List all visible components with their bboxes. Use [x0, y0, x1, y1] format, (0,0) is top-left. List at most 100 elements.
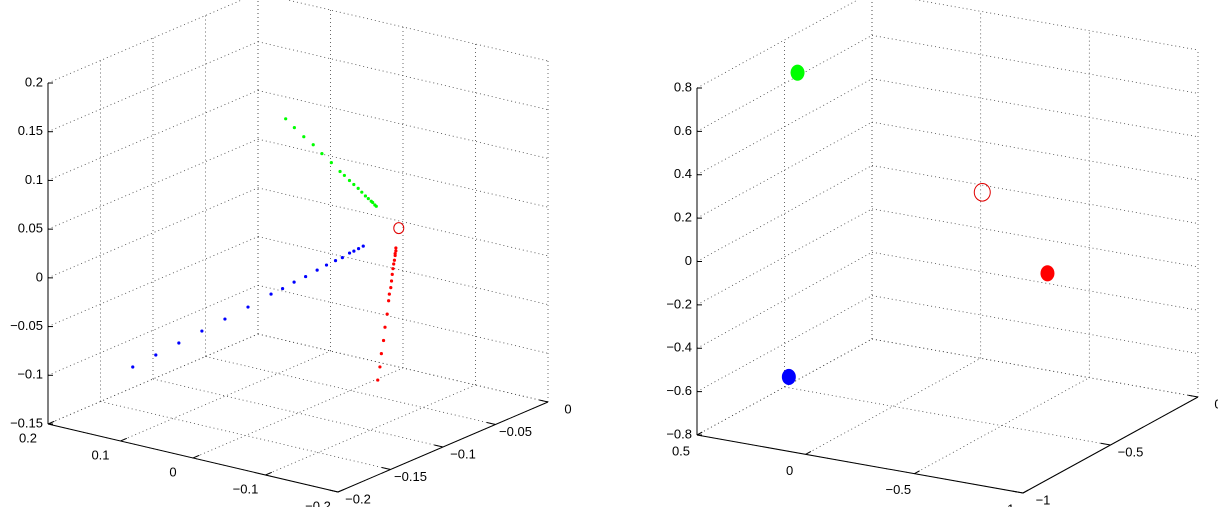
data-point	[374, 204, 378, 208]
gridline	[871, 208, 1199, 268]
data-point	[329, 161, 333, 165]
open-circle-marker	[973, 182, 991, 202]
gridline	[257, 236, 549, 305]
z-tick-label: 0.4	[674, 166, 692, 181]
x-tick-label: 0.2	[19, 430, 37, 445]
data-point	[340, 256, 344, 260]
data-point	[320, 152, 324, 156]
data-point	[391, 267, 395, 271]
data-point	[390, 272, 394, 276]
gridline	[696, 35, 873, 132]
y-tick-label: −0.1	[450, 446, 476, 461]
x-tick	[120, 437, 127, 442]
data-point	[387, 292, 391, 296]
data-point	[387, 299, 391, 303]
data-point	[389, 279, 394, 283]
z-tick-label: 0	[36, 269, 43, 284]
gridline	[205, 356, 496, 425]
data-point	[352, 249, 356, 253]
y-tick	[329, 489, 339, 493]
data-point	[352, 182, 356, 187]
data-point	[381, 338, 386, 343]
x-tick	[914, 470, 920, 475]
z-tick-label: −0.6	[666, 383, 692, 398]
data-point	[383, 325, 387, 329]
x-tick-label: 0	[786, 463, 793, 478]
gridline	[871, 338, 1199, 398]
left-3d-scatter-plot: −0.15 −0.1 −0.05 0 0.05 0.1 0.15 0.2 0.2 0.1 0 −0.1…	[10, 0, 572, 507]
x-axis-line	[696, 434, 1024, 494]
gridline	[871, 34, 1199, 94]
y-tick	[381, 466, 391, 470]
x-tick	[265, 471, 272, 476]
x-tick-label: 0	[169, 464, 176, 479]
gridline	[257, 138, 549, 208]
data-point	[393, 251, 397, 256]
gridline	[152, 378, 444, 448]
z-tick-label: −0.4	[666, 340, 692, 355]
z-tick-label: 0.05	[18, 221, 43, 236]
open-circle-marker	[393, 222, 405, 235]
gridline	[257, 333, 549, 403]
x-tick	[337, 488, 345, 493]
gridline	[47, 187, 259, 279]
data-point	[389, 286, 393, 290]
x-tick	[192, 454, 200, 459]
gridline	[871, 165, 1199, 224]
z-tick-label: 0.2	[674, 210, 692, 225]
gridline	[257, 284, 549, 354]
z-tick-label: 0.6	[674, 123, 692, 138]
z-tick-label: −0.8	[666, 426, 692, 441]
data-point	[315, 268, 319, 272]
z-tick-label: −0.05	[10, 318, 43, 333]
x-tick-label: 0.5	[672, 443, 690, 458]
data-point	[246, 305, 250, 309]
data-point	[200, 329, 204, 333]
data-point	[790, 64, 805, 81]
data-point	[311, 143, 315, 147]
data-point	[363, 194, 368, 198]
y-tick-label: −0.15	[394, 469, 427, 484]
data-point	[347, 251, 352, 255]
x-tick-label: −1	[1000, 501, 1015, 507]
data-point	[394, 249, 398, 253]
z-tick-label: −0.1	[17, 367, 43, 382]
data-point	[394, 246, 398, 250]
data-point	[356, 186, 360, 191]
data-point	[376, 378, 380, 382]
y-tick-label: −0.05	[499, 424, 532, 439]
x-tick-label: −0.2	[305, 498, 331, 507]
data-point	[366, 196, 370, 201]
z-tick-label: 0	[685, 253, 692, 268]
data-point	[304, 274, 308, 279]
data-point	[302, 135, 306, 139]
gridline	[47, 138, 259, 230]
x-tick	[696, 431, 703, 436]
y-tick	[1100, 442, 1111, 446]
data-point	[333, 259, 338, 263]
z-tick-label: 0.15	[18, 123, 43, 138]
data-point	[338, 169, 342, 174]
data-point	[385, 312, 389, 316]
data-point	[342, 173, 346, 178]
data-point	[324, 263, 329, 267]
data-point	[360, 190, 364, 194]
y-tick-label: −0.5	[1118, 444, 1144, 459]
gridline	[784, 386, 1111, 446]
data-point	[292, 280, 296, 284]
data-point	[392, 258, 397, 262]
gridline	[257, 90, 549, 159]
data-point	[177, 341, 181, 345]
gridline	[871, 251, 1199, 311]
data-point	[361, 244, 365, 248]
gridline	[914, 0, 1199, 51]
y-tick-label: 0	[1214, 396, 1218, 411]
data-point	[1040, 265, 1055, 282]
z-tick-label: −0.2	[666, 296, 692, 311]
data-point	[280, 286, 285, 291]
gridline	[257, 41, 549, 111]
x-tick-label: −0.1	[233, 481, 259, 496]
data-point	[269, 292, 273, 296]
data-point	[292, 126, 296, 130]
data-point	[223, 317, 227, 321]
